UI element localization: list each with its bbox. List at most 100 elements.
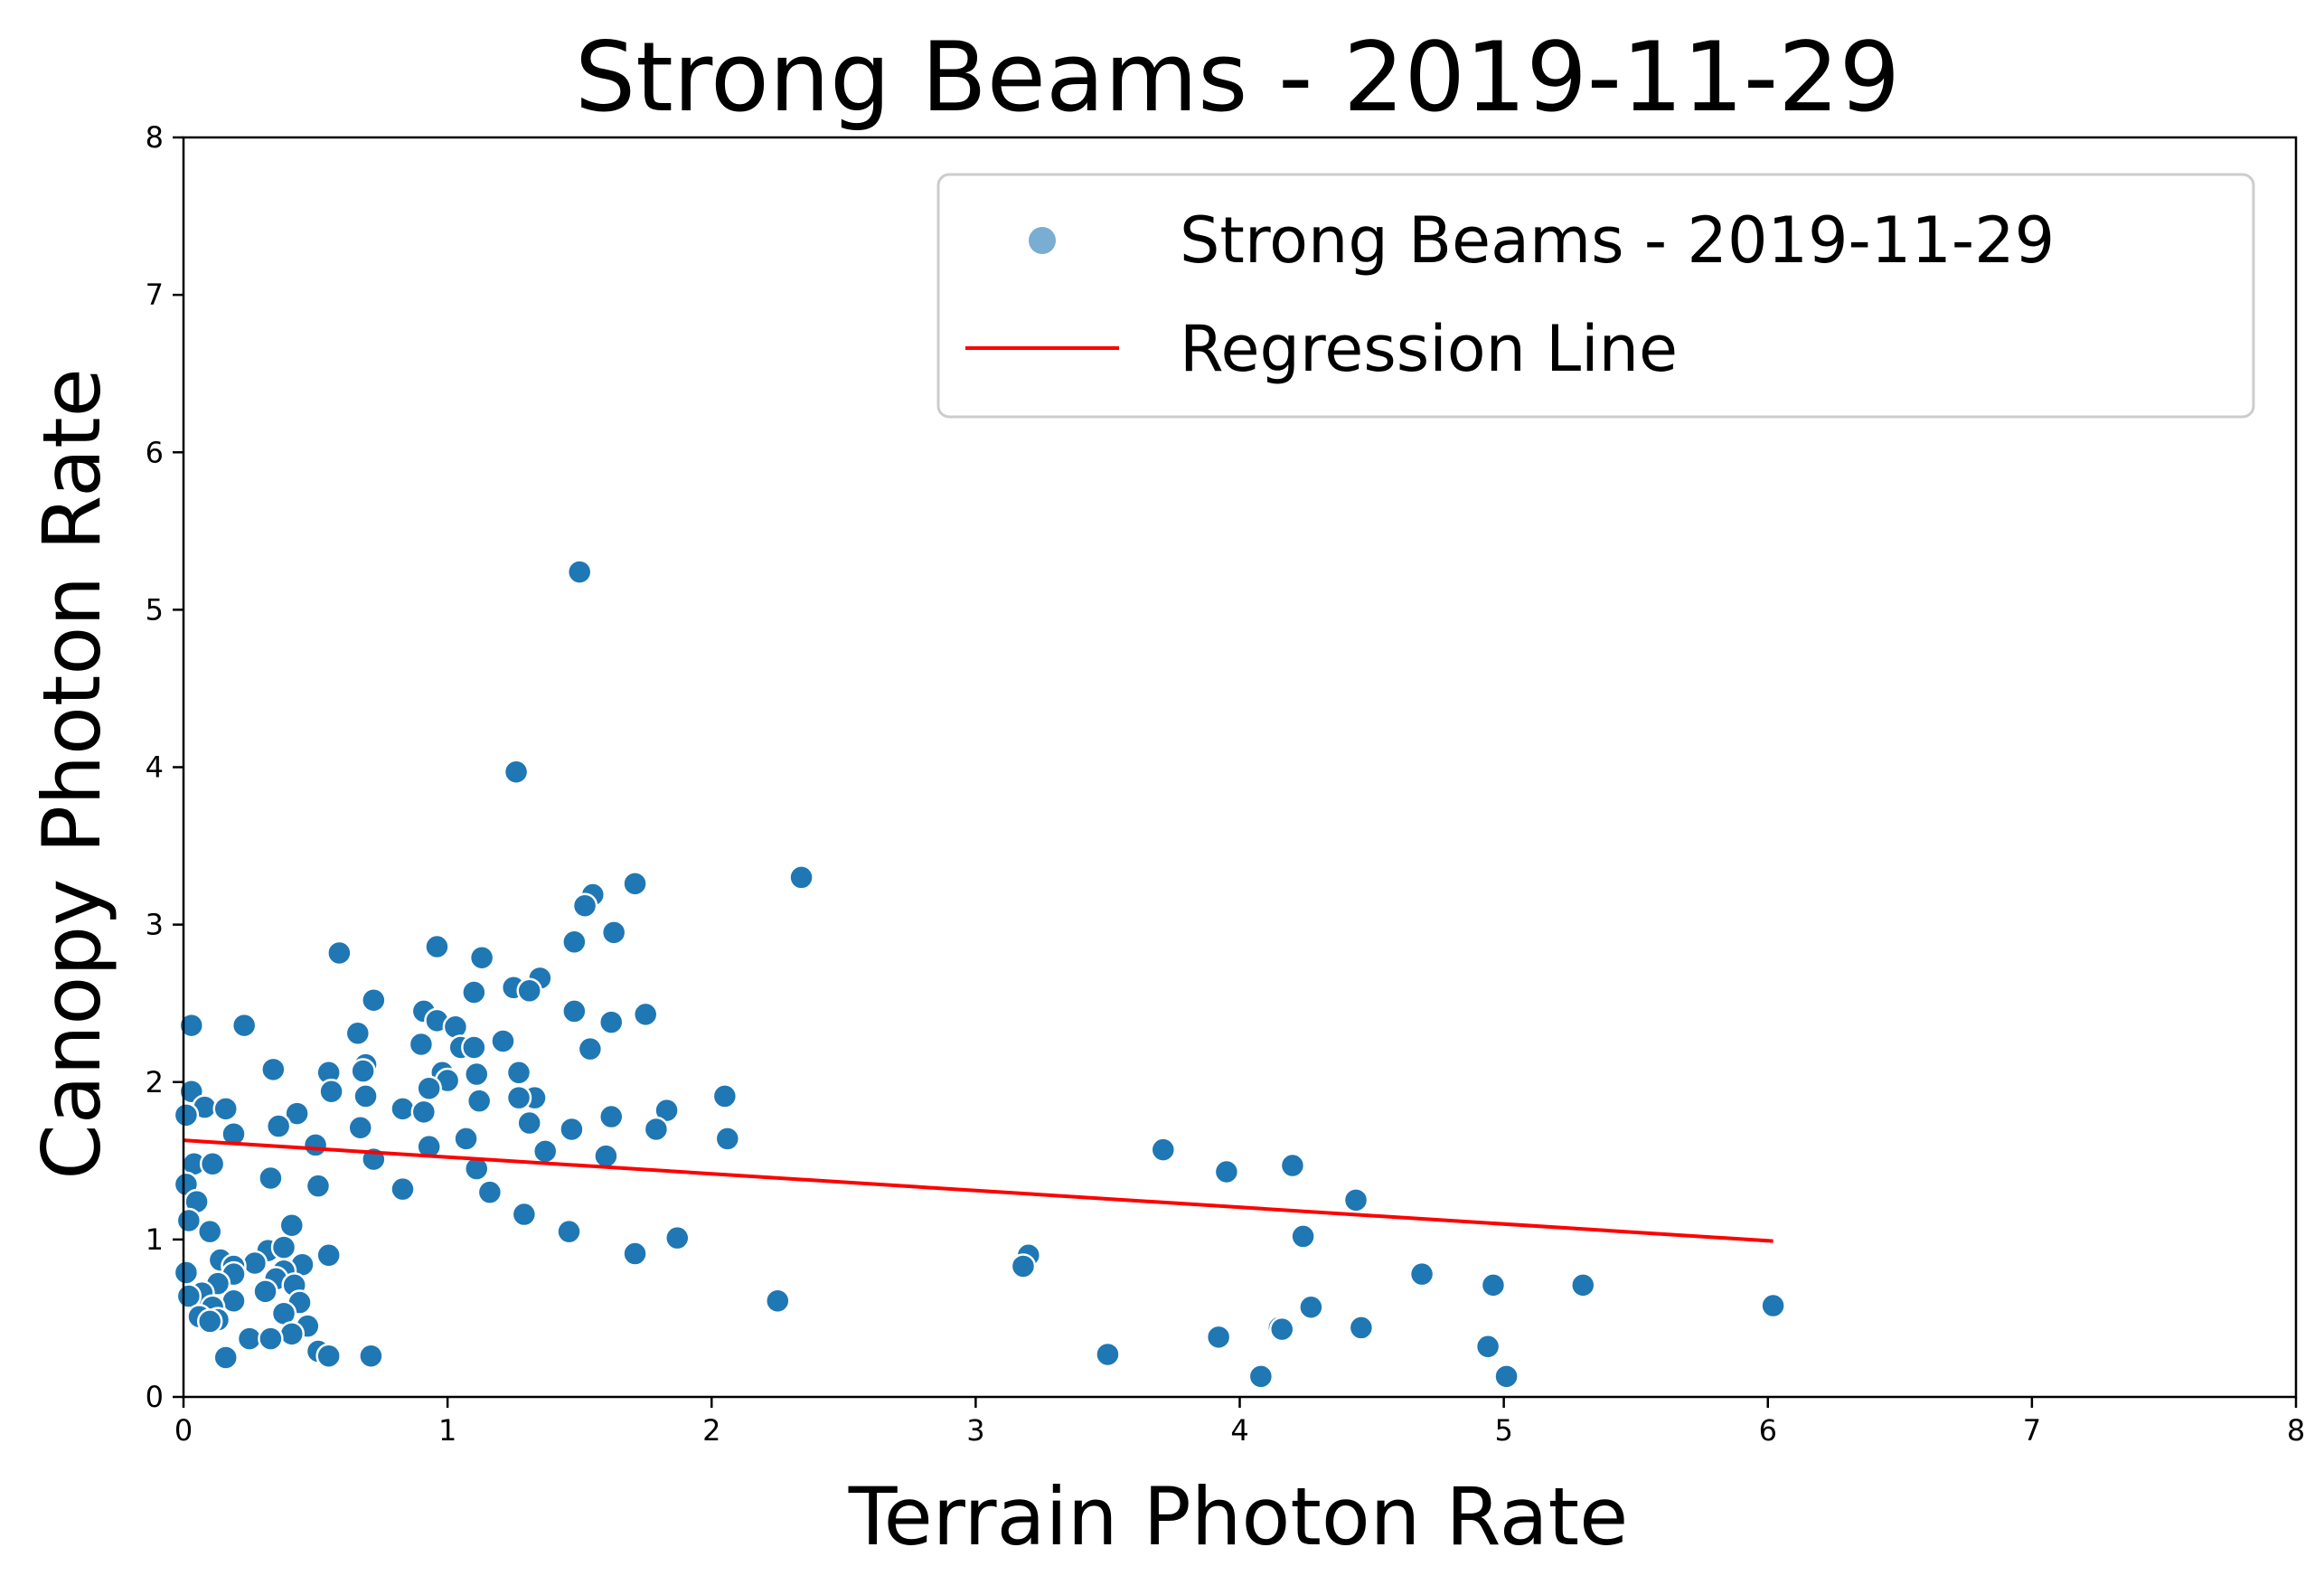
data-point: [571, 892, 598, 919]
data-point: [788, 864, 814, 891]
data-point: [199, 1151, 226, 1177]
data-point: [318, 1078, 344, 1105]
data-point: [361, 986, 387, 1014]
data-point: [464, 1156, 490, 1182]
data-point: [260, 1056, 287, 1083]
data-point: [511, 1201, 538, 1228]
data-point: [632, 1001, 659, 1028]
x-tick-label: 5: [1494, 1413, 1512, 1448]
data-point: [315, 1242, 342, 1269]
data-point: [1205, 1324, 1232, 1351]
x-tick-label: 3: [966, 1413, 984, 1448]
data-point: [1268, 1316, 1295, 1343]
data-point: [597, 1103, 625, 1130]
data-point: [278, 1212, 306, 1239]
y-tick-label: 3: [146, 908, 164, 942]
data-point: [561, 929, 588, 956]
data-point: [505, 1060, 532, 1086]
legend-box: [936, 173, 2255, 419]
y-axis: 0 1 2 3 4 5 6 7 8: [146, 120, 183, 1414]
data-point: [468, 944, 495, 971]
x-axis: 0 1 2 3 4 5 6 7 8: [174, 1397, 2305, 1448]
regression-line-layer: [183, 1138, 1774, 1243]
data-point: [390, 1096, 416, 1122]
data-point: [561, 998, 588, 1024]
data-point: [1408, 1260, 1435, 1288]
data-point: [765, 1288, 791, 1315]
data-point: [175, 1207, 202, 1234]
data-point: [566, 559, 593, 585]
data-point: [597, 1009, 625, 1035]
data-point: [556, 1218, 582, 1245]
y-tick-label: 2: [146, 1065, 164, 1099]
data-point: [410, 1099, 438, 1126]
data-point: [643, 1116, 670, 1143]
data-point: [284, 1100, 310, 1127]
data-point: [408, 1031, 435, 1058]
data-point: [1279, 1152, 1306, 1179]
data-point: [559, 1116, 585, 1143]
data-point: [516, 1109, 542, 1137]
data-point: [1480, 1272, 1507, 1298]
x-tick-label: 8: [2287, 1413, 2305, 1448]
legend: Strong Beams - 2019-11-29 Regression Lin…: [936, 173, 2255, 419]
x-axis-label: Terrain Photon Rate: [848, 1470, 1628, 1563]
data-point: [221, 1288, 247, 1315]
data-point: [1570, 1272, 1596, 1298]
data-point: [302, 1132, 329, 1158]
y-tick-label: 5: [146, 592, 164, 627]
data-point: [196, 1218, 223, 1245]
data-point: [476, 1179, 503, 1205]
data-point: [173, 1102, 200, 1128]
data-point: [241, 1250, 268, 1277]
data-point: [714, 1126, 741, 1152]
data-point: [664, 1224, 691, 1251]
data-point: [178, 1012, 205, 1039]
data-point: [1298, 1294, 1324, 1320]
data-point: [416, 1133, 442, 1160]
data-point: [1342, 1187, 1369, 1213]
data-point: [416, 1075, 442, 1101]
data-point: [390, 1175, 416, 1203]
data-point: [1150, 1137, 1177, 1163]
x-tick-label: 1: [438, 1413, 456, 1448]
data-point: [212, 1096, 239, 1122]
legend-label-regression: Regression Line: [1180, 312, 1678, 386]
data-point: [600, 920, 627, 946]
data-point: [622, 871, 648, 897]
data-point: [424, 933, 450, 960]
data-point: [622, 1241, 648, 1267]
legend-label-scatter: Strong Beams - 2019-11-29: [1180, 203, 2055, 278]
plot-area: [173, 136, 2298, 1399]
data-point: [270, 1234, 297, 1260]
data-point: [532, 1138, 559, 1165]
data-point: [265, 1113, 292, 1139]
data-point: [503, 759, 530, 785]
y-tick-label: 7: [146, 278, 164, 312]
x-tick-label: 2: [702, 1413, 720, 1448]
data-point: [221, 1120, 247, 1147]
data-point: [278, 1321, 306, 1347]
data-point: [305, 1173, 332, 1199]
data-point: [236, 1326, 263, 1352]
y-tick-label: 8: [146, 120, 164, 155]
y-tick-label: 4: [146, 750, 164, 785]
x-tick-label: 7: [2023, 1413, 2041, 1448]
data-point: [315, 1343, 342, 1369]
regression-line: [183, 1138, 1774, 1243]
data-point: [490, 1028, 516, 1054]
y-tick-label: 6: [146, 435, 164, 469]
x-tick-label: 0: [174, 1413, 193, 1448]
data-point: [1493, 1363, 1520, 1390]
data-point: [212, 1344, 239, 1371]
data-point: [326, 939, 353, 967]
scatter-points: [173, 559, 1786, 1390]
data-point: [461, 979, 487, 1005]
data-point: [577, 1035, 604, 1062]
data-point: [505, 1084, 532, 1111]
data-point: [1010, 1253, 1037, 1279]
data-point: [347, 1114, 373, 1141]
data-point: [344, 1020, 372, 1047]
data-point: [1474, 1334, 1501, 1360]
data-point: [711, 1083, 739, 1109]
